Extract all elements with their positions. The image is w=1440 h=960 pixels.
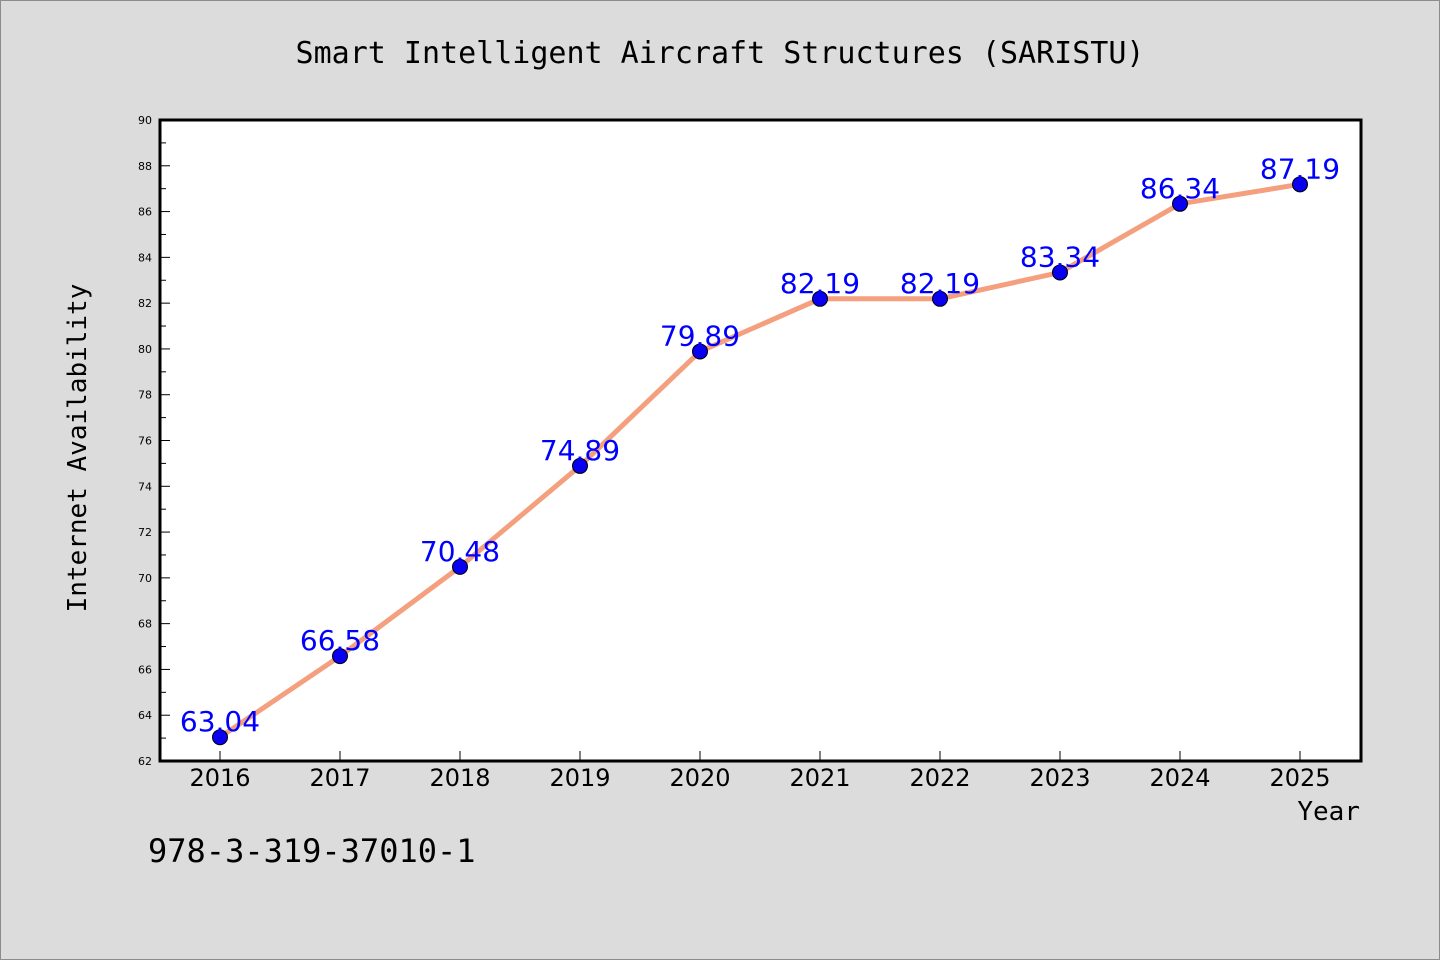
x-tick-label: 2018 [429,764,490,792]
x-axis: 2016 2017 2018 2019 2020 2021 2022 2023 2024 2025 [189,751,1331,792]
data-label-group: 63.04 66.58 70.48 74.89 79.89 82.19 82.19 83.34… [180,152,1340,738]
y-tick-label: 88 [138,160,152,173]
data-point [572,457,588,474]
data-point [332,648,348,665]
data-point [212,729,228,746]
x-tick-label: 2019 [549,764,610,792]
y-tick-label: 90 [138,114,152,127]
data-label: 66.58 [300,624,380,657]
x-tick-label: 2017 [309,764,370,792]
plot-area [158,118,1363,763]
y-tick-label: 78 [138,389,152,402]
y-tick-label: 80 [138,343,152,356]
data-label: 79.89 [660,319,740,352]
y-tick-label: 76 [138,435,152,448]
series-line-group [217,181,1303,740]
y-axis-label: Internet Availability [63,284,93,613]
data-point [932,290,948,307]
y-tick-label: 68 [138,618,152,631]
data-point [1172,195,1188,212]
x-tick-label: 2025 [1269,764,1330,792]
y-tick-label: 62 [138,755,152,768]
x-axis-label: Year [1297,797,1360,827]
footer-isbn: 978-3-319-37010-1 [148,832,476,870]
y-tick-label: 84 [138,251,152,264]
y-tick-label: 74 [138,480,152,493]
x-tick-label: 2016 [189,764,250,792]
y-tick-label: 64 [138,709,152,722]
data-label: 74.89 [540,434,620,467]
marker-group [212,176,1308,746]
data-label: 87.19 [1260,152,1340,185]
y-tick-label: 66 [138,663,152,676]
data-label: 86.34 [1140,172,1220,205]
data-point [452,558,468,575]
x-tick-label: 2024 [1149,764,1210,792]
x-tick-label: 2023 [1029,764,1090,792]
data-point [1052,264,1068,281]
data-label: 70.48 [420,535,500,568]
x-tick-label: 2021 [789,764,850,792]
y-tick-label: 82 [138,297,152,310]
data-label: 82.19 [900,267,980,300]
series-line [217,181,1303,740]
x-tick-label: 2020 [669,764,730,792]
data-label: 82.19 [780,267,860,300]
y-tick-label: 72 [138,526,152,539]
y-tick-label: 86 [138,206,152,219]
x-tick-label: 2022 [909,764,970,792]
chart-title: Smart Intelligent Aircraft Structures (S… [295,36,1145,71]
data-point [1292,176,1308,193]
data-point [812,290,828,307]
data-point [692,343,708,360]
y-axis: 62 64 66 68 70 72 74 76 78 80 82 84 86 88 90 [138,114,170,768]
data-label: 83.34 [1020,240,1100,273]
data-label: 63.04 [180,705,260,738]
y-tick-label: 70 [138,572,152,585]
